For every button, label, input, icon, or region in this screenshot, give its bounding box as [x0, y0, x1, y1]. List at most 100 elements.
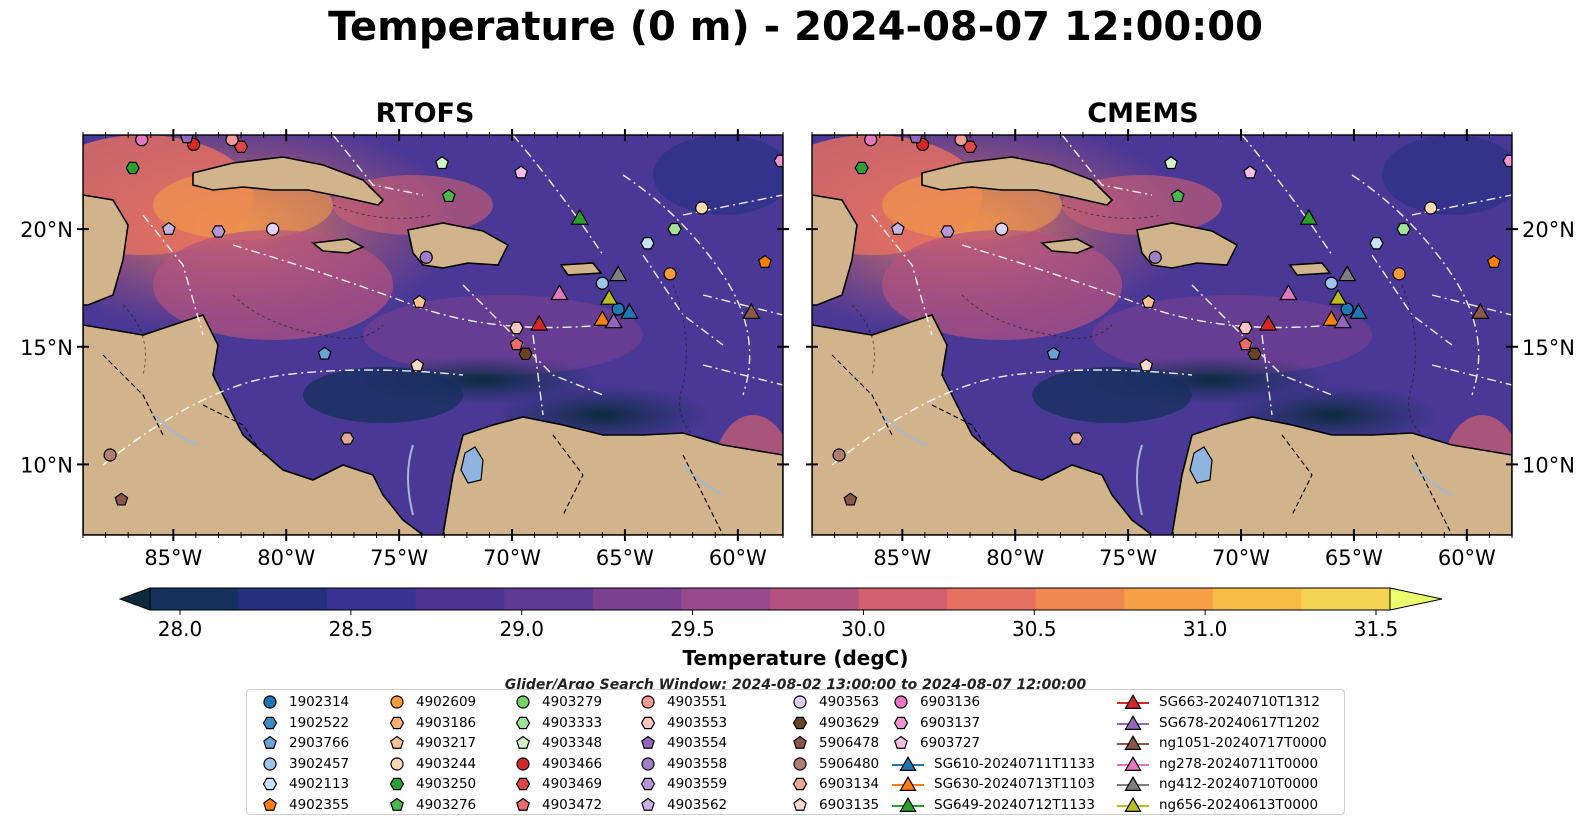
marker-4903469-rtofs — [233, 140, 249, 153]
legend-label: 4903469 — [542, 776, 603, 792]
marker-ng412-20240710T0000-rtofs — [608, 265, 628, 282]
marker-4903250-rtofs — [125, 161, 140, 175]
circle-marker-icon — [641, 695, 655, 709]
colorbar-label: Temperature (degC) — [682, 646, 909, 670]
hexagon-marker-icon — [515, 716, 531, 729]
legend-item: 4903279 — [514, 692, 602, 712]
legend-label: SG678-20240617T1202 — [1159, 714, 1320, 731]
legend-label: 4903559 — [667, 776, 728, 792]
triangle-marker-icon — [1117, 734, 1149, 750]
lat-tick-label: 20°N — [20, 218, 73, 242]
colorbar-extend-high — [1389, 587, 1443, 611]
lat-tick-label: 10°N — [1522, 453, 1575, 477]
marker-4903629-cmems — [1247, 347, 1262, 361]
marker-4903558-rtofs — [419, 250, 433, 264]
triangle-marker-icon — [892, 755, 924, 771]
legend-label: 4903562 — [667, 796, 728, 813]
legend-item: 4903554 — [639, 733, 727, 753]
lon-tick-label: 75°W — [1099, 546, 1157, 570]
marker-6903136-rtofs — [135, 135, 149, 147]
colorbar-tick-label: 29.0 — [499, 617, 544, 641]
marker-4903472-rtofs — [509, 337, 524, 351]
legend-label: 4903348 — [542, 735, 603, 751]
marker-4903562-cmems — [890, 221, 905, 235]
legend-label: 4903629 — [819, 714, 880, 731]
legend-label: 4903554 — [667, 735, 728, 751]
marker-SG649-20240712T1133-cmems — [1299, 208, 1318, 225]
legend-label: 1902522 — [289, 714, 350, 731]
figure-title: Temperature (0 m) - 2024-08-07 12:00:00 — [328, 4, 1263, 50]
legend-item: 4903217 — [388, 733, 476, 753]
legend-item: SG678-20240617T1202 — [1117, 713, 1320, 733]
legend-label: 4903472 — [542, 796, 603, 813]
circle-marker-icon — [263, 756, 277, 771]
legend-item: 4903563 — [791, 692, 879, 712]
map-cmems — [812, 135, 1512, 535]
markers-rtofs — [103, 135, 783, 506]
colorbar-bin — [592, 588, 683, 610]
marker-4903244-rtofs — [695, 201, 709, 215]
marker-4903554-cmems — [909, 135, 923, 144]
circle-marker-icon — [390, 756, 404, 771]
marker-ng656-20240613T0000-rtofs — [599, 288, 619, 305]
panel-title-cmems: CMEMS — [1087, 98, 1199, 129]
lon-tick-label: 85°W — [144, 546, 202, 570]
legend-item: 4903558 — [639, 754, 727, 774]
marker-SG663-20240710T1312-cmems — [1258, 314, 1278, 331]
marker-4903553-rtofs — [509, 321, 524, 335]
legend-item: 4903250 — [388, 774, 476, 794]
marker-SG663-20240710T1312-rtofs — [529, 314, 549, 331]
marker-ng278-20240711T0000-rtofs — [550, 284, 569, 301]
pentagon-marker-icon — [263, 735, 277, 749]
marker-4903551-cmems — [954, 135, 968, 147]
pentagon-marker-icon — [641, 735, 655, 749]
frame-cmems — [811, 134, 1513, 536]
pentagon-marker-icon — [390, 797, 404, 811]
marker-4903553-cmems — [1238, 321, 1253, 335]
colorbar-bin — [327, 588, 417, 610]
marker-4903469-cmems — [962, 140, 978, 153]
legend-item: SG649-20240712T1133 — [892, 795, 1095, 815]
circle-marker-icon — [641, 756, 655, 771]
marker-5906480-rtofs — [103, 448, 117, 462]
circle-marker-icon — [793, 756, 807, 771]
marker-SG610-20240711T1133-cmems — [1349, 302, 1368, 319]
legend-item: 6903136 — [892, 692, 980, 712]
marker-6903137-rtofs — [773, 154, 783, 168]
pentagon-marker-icon — [516, 735, 530, 749]
legend-label: SG610-20240711T1133 — [934, 755, 1095, 772]
marker-ng1051-20240717T0000-rtofs — [742, 302, 761, 319]
marker-4902355-cmems — [1487, 254, 1501, 268]
lat-tick-label: 20°N — [1522, 218, 1575, 242]
hexagon-marker-icon — [640, 716, 656, 729]
marker-4902609-rtofs — [663, 267, 677, 281]
marker-5906480-cmems — [832, 448, 846, 462]
pentagon-marker-icon — [263, 797, 277, 811]
marker-4903276-rtofs — [441, 188, 456, 203]
axis-ticks: 85°W 80°W 75°W 70°W 65°W 60°W 20°N 15°N 10°N 85°W… — [20, 129, 1575, 570]
marker-3902457-cmems — [1324, 276, 1338, 290]
marker-5906478-cmems — [843, 492, 858, 506]
legend-item: SG610-20240711T1133 — [892, 754, 1095, 774]
markers-cmems — [832, 135, 1512, 506]
legend-item: 2903766 — [261, 733, 349, 753]
lon-tick-label: 70°W — [1212, 546, 1270, 570]
legend-label: 4903551 — [667, 694, 728, 710]
marker-SG678-20240617T1202-rtofs — [604, 312, 623, 329]
marker-4903276-cmems — [1170, 188, 1185, 203]
circle-marker-icon — [516, 756, 530, 771]
hexagon-marker-icon — [515, 777, 531, 791]
legend-label: 6903135 — [819, 796, 880, 813]
legend-label: 4903250 — [416, 776, 477, 792]
marker-4903250-cmems — [854, 161, 869, 175]
marker-2903766-rtofs — [317, 346, 332, 360]
legend-label: 4903333 — [542, 714, 603, 731]
marker-1902314-cmems — [1340, 302, 1354, 316]
circle-marker-icon — [516, 695, 530, 709]
legend-label: SG649-20240712T1133 — [934, 796, 1095, 813]
hexagon-marker-icon — [262, 716, 278, 729]
colorbar-tick-label: 30.0 — [841, 617, 886, 641]
hexagon-marker-icon — [792, 716, 808, 729]
legend-label: ng278-20240711T0000 — [1159, 755, 1319, 772]
legend-label: 4903553 — [667, 714, 728, 731]
